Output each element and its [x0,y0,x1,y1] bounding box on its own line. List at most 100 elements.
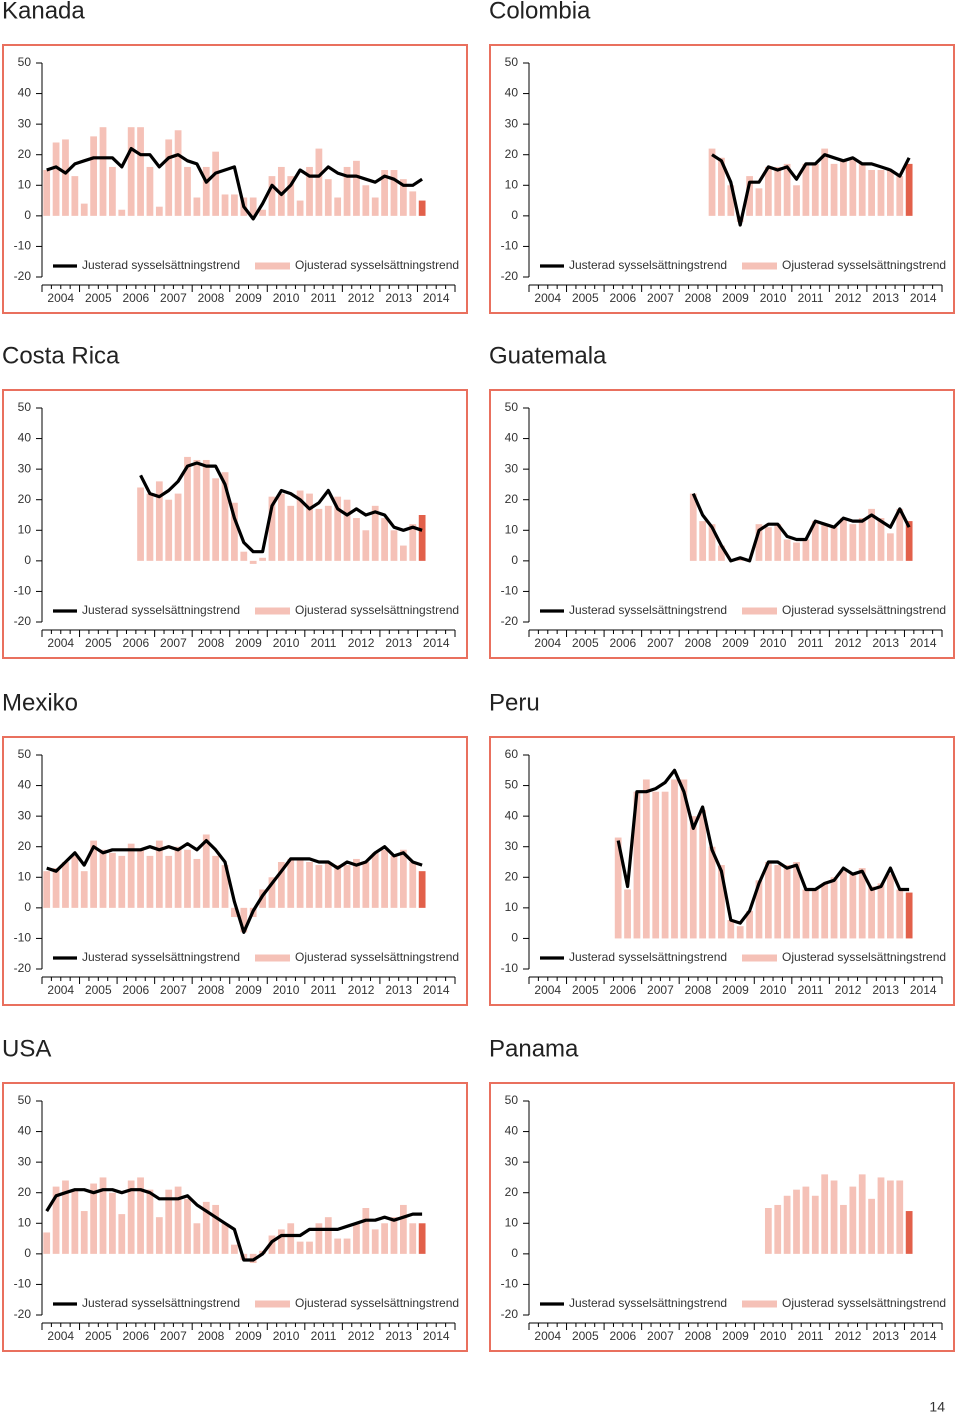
bar [324,179,332,216]
bar [802,1186,810,1254]
bar [671,779,678,939]
bar [764,862,772,939]
y-tick-label: 0 [24,1246,31,1260]
bar [353,1223,360,1254]
bar [343,166,351,216]
bar [905,1211,913,1254]
y-tick-label: 20 [505,147,519,161]
bar [802,889,810,939]
legend-swatch [742,954,777,962]
x-tick-label: 2008 [685,636,712,650]
bar [184,1198,191,1254]
x-tick-label: 2011 [798,983,824,997]
y-tick-label: 40 [505,86,519,100]
bar [390,1217,398,1254]
y-tick-label: -10 [14,584,32,598]
bar [718,865,725,939]
x-tick-label: 2014 [423,1329,450,1343]
trend-line [46,839,423,934]
x-tick-label: 2013 [385,636,412,650]
bar [633,791,641,939]
x-tick-label: 2009 [722,636,749,650]
x-tick-label: 2004 [534,636,561,650]
x-tick-label: 2012 [835,291,862,305]
bar [174,493,182,561]
legend-swatch [742,262,777,270]
bar [155,481,163,561]
bar [334,865,342,908]
bar [896,1180,904,1254]
bar [868,508,875,561]
bar [699,810,707,939]
bar [858,1174,866,1254]
bar [306,166,313,216]
x-tick-label: 2010 [273,636,300,650]
bar [764,1208,772,1254]
bar [315,1223,323,1254]
chart-title: Guatemala [489,342,607,369]
y-tick-label: 30 [505,1154,519,1168]
y-tick-label: 30 [505,461,519,475]
bar [774,166,782,216]
bar [43,1232,51,1254]
bar [755,880,763,939]
x-tick-label: 2014 [910,983,937,997]
bar [193,197,201,216]
bar [849,524,857,561]
bar [277,862,285,908]
bar [390,530,398,561]
bar [43,170,51,216]
bar [277,493,285,561]
bar [193,1223,201,1254]
bar [736,926,744,939]
bar [52,142,60,216]
y-tick-label: 20 [18,492,32,506]
y-tick-label: 10 [18,1215,32,1229]
x-tick-label: 2010 [760,983,787,997]
y-tick-label: 10 [505,1215,519,1229]
x-tick-label: 2006 [610,1329,637,1343]
bar [821,148,829,216]
legend-label: Justerad sysselsättningstrend [82,603,240,617]
bar [62,1180,69,1254]
bar [334,496,342,561]
bar [409,191,417,216]
y-tick-label: 0 [24,208,31,222]
panel-border [2,44,468,314]
bar [240,551,248,561]
bar [212,478,220,561]
legend-label: Justerad sysselsättningstrend [82,258,240,272]
bar [109,166,116,216]
bar [877,518,885,561]
legend-swatch [255,607,290,615]
bar [708,846,716,939]
bar [849,1186,857,1254]
bar [165,499,173,561]
x-tick-label: 2009 [722,983,749,997]
bar [409,862,417,908]
trend-line [711,153,911,227]
bar [259,557,266,561]
bar [390,855,398,908]
bar [334,197,342,216]
bar [362,1208,370,1254]
bar [268,496,276,561]
bar [830,163,838,216]
bar [268,1235,276,1254]
bar [624,889,631,939]
bar [71,855,79,908]
x-tick-label: 2005 [572,983,599,997]
x-tick-label: 2013 [385,983,412,997]
bar [334,1238,342,1254]
bar [43,871,51,908]
bar [231,194,238,216]
x-tick-label: 2006 [123,636,150,650]
legend-label: Ojusterad sysselsättningstrend [295,603,459,617]
x-tick-label: 2008 [198,1329,225,1343]
bar [184,456,191,561]
y-tick-label: 50 [18,400,32,414]
bar [774,865,782,939]
bar [221,472,229,561]
